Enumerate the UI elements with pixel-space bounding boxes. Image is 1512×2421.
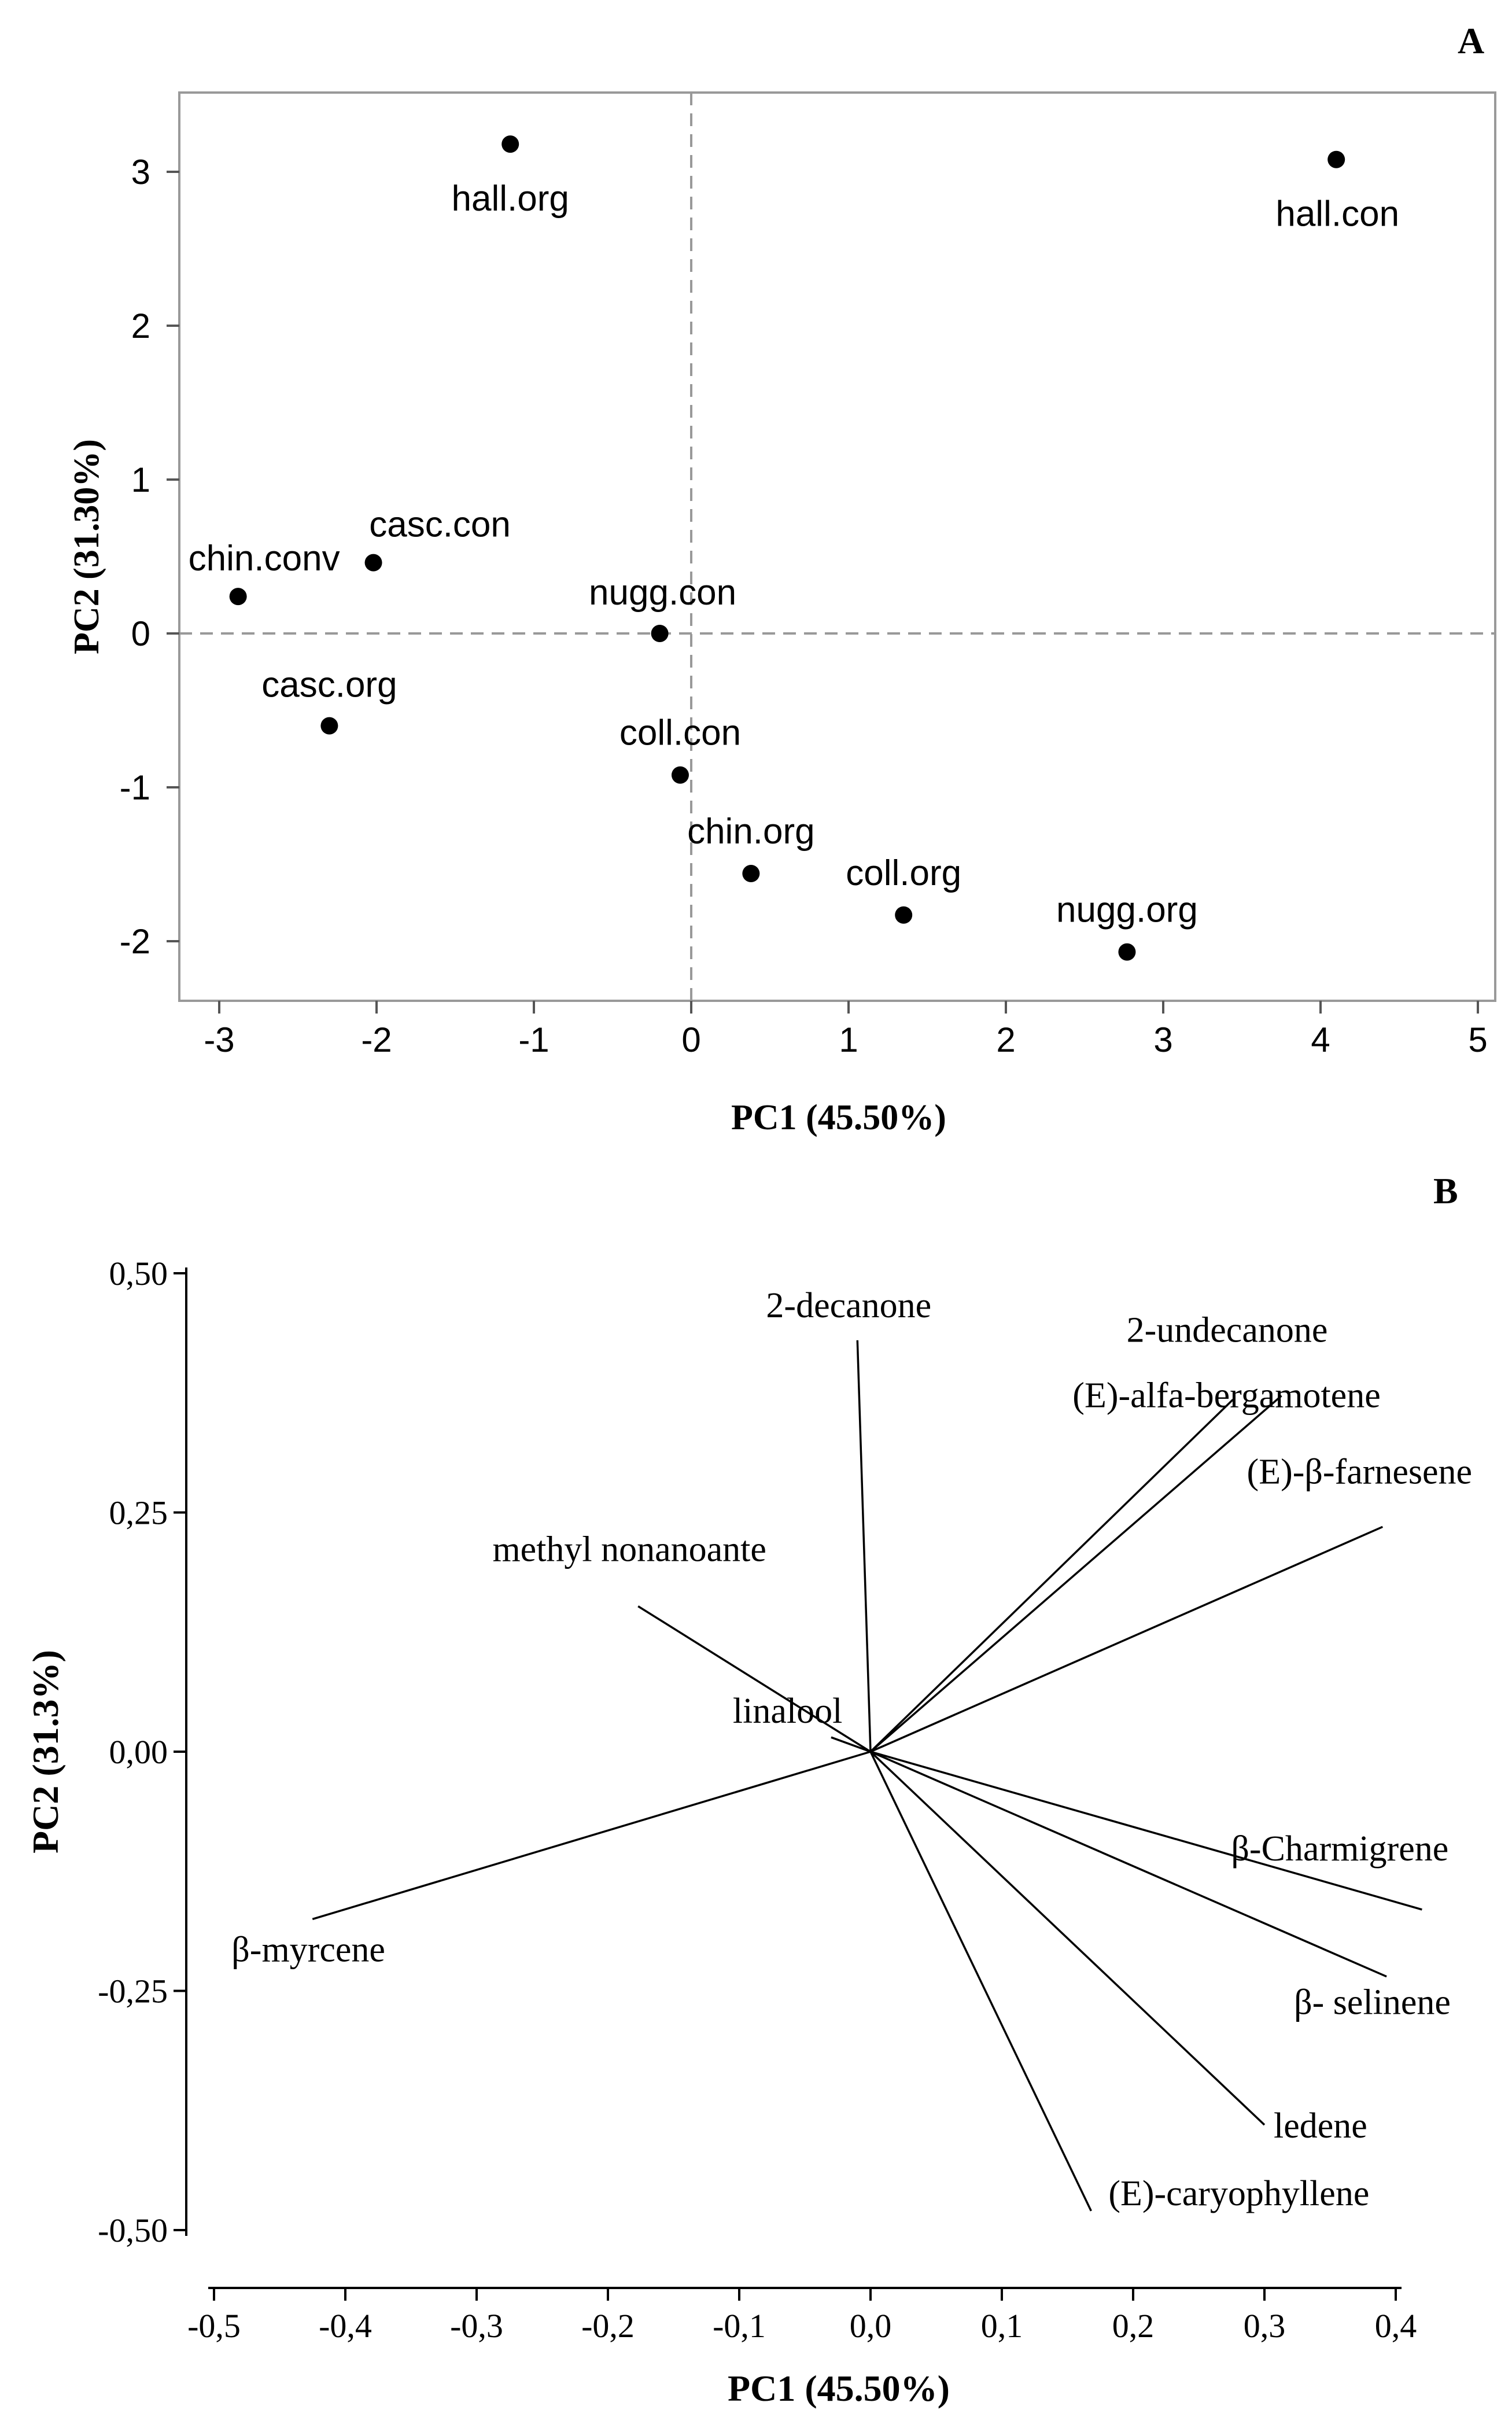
panel-a-point-label: coll.con [619, 713, 741, 753]
panel-b-vector-label: β-myrcene [231, 1930, 385, 1969]
panel-a-point [895, 906, 913, 924]
panel-a-point-label: chin.conv [189, 539, 340, 578]
panel-b-x-tick-label: 0,2 [1112, 2307, 1155, 2345]
panel-b-vector-label: methyl nonanoante [492, 1530, 766, 1569]
panel-b-y-tick-label: 0,50 [109, 1255, 168, 1292]
panel-a-point-label: nugg.org [1056, 890, 1198, 930]
panel-a-point [320, 717, 338, 735]
panel-a-point-label: chin.org [687, 812, 815, 852]
panel-a-point [742, 864, 760, 882]
panel-b-letter: B [1433, 1170, 1458, 1211]
panel-a-x-tick-label: 2 [996, 1020, 1015, 1059]
panel-b-vector-label: β- selinene [1294, 1983, 1451, 2022]
panel-b-x-tick-label: -0,3 [450, 2307, 503, 2345]
panel-b-loading-vector [869, 1751, 1266, 2126]
panel-a-y-axis-title: PC2 (31.30%) [67, 439, 106, 654]
panel-a-y-tick-label: 3 [131, 153, 150, 191]
panel-a-point-label: hall.org [452, 179, 569, 219]
panel-b-x-tick-label: -0,1 [713, 2307, 766, 2345]
panel-a-x-tick-label: 0 [681, 1020, 700, 1059]
panel-b-vector-label: (E)-alfa-bergamotene [1072, 1376, 1380, 1416]
panel-a-plot-frame [178, 91, 1496, 1002]
panel-b-loading-vector [870, 1525, 1384, 1753]
panel-a-y-tick-label: 1 [131, 460, 150, 499]
panel-b-loading-vector [870, 1751, 1387, 1978]
panel-b-loading-vector [637, 1605, 871, 1753]
panel-b-vector-label: linalool [733, 1692, 842, 1731]
panel-b-x-tick-label: 0,3 [1244, 2307, 1286, 2345]
panel-a-x-axis-title: PC1 (45.50%) [731, 1098, 946, 1137]
panel-a-point [501, 135, 519, 153]
panel-b-vector-label: (E)-caryophyllene [1108, 2174, 1369, 2213]
panel-b-y-tick-label: 0,00 [109, 1733, 168, 1771]
panel-b-loading-chart: B -0,5 -0,4 -0,3 -0,2 -0,1 0,0 0,1 0,2 0,3 0,4 -0,5… [25, 1170, 1472, 2409]
panel-a-scatter-chart: A -3 -2 -1 0 1 2 3 4 5 -2 -1 0 1 2 3 PC1 (45.50%) PC2 (31… [67, 20, 1496, 1137]
panel-b-loading-vector [869, 1395, 1282, 1753]
panel-a-x-tick-label: -1 [518, 1020, 549, 1059]
panel-a-point [1118, 943, 1136, 961]
panel-b-vector-label: 2-decanone [766, 1286, 931, 1325]
panel-a-point [229, 588, 247, 606]
panel-a-y-tick-label: -1 [120, 768, 150, 807]
panel-a-point [1327, 150, 1345, 168]
panel-b-x-tick-label: -0,5 [187, 2307, 241, 2345]
panel-b-x-tick-label: 0,1 [981, 2307, 1023, 2345]
panel-b-y-tick-label: -0,25 [98, 1973, 168, 2010]
panel-a-point-label: nugg.con [589, 573, 736, 613]
panel-b-x-tick-label: -0,4 [319, 2307, 372, 2345]
panel-a-point [651, 625, 669, 642]
panel-b-y-tick-label: -0,50 [98, 2212, 168, 2249]
panel-b-vector-label: (E)-β-farnesene [1247, 1452, 1473, 1491]
panel-a-point-label: coll.org [846, 853, 961, 893]
panel-b-loading-vector [869, 1751, 1092, 2212]
panel-b-loading-vector [870, 1751, 1422, 1911]
panel-b-x-tick-label: 0,4 [1375, 2307, 1417, 2345]
panel-b-vector-label: 2-undecanone [1127, 1310, 1328, 1350]
panel-a-point-label: hall.con [1275, 194, 1399, 234]
panel-b-y-tick-label: 0,25 [109, 1494, 168, 1532]
panel-a-point [364, 554, 382, 572]
panel-a-y-tick-label: -2 [120, 922, 150, 961]
panel-a-point-label: casc.con [369, 505, 511, 545]
panel-b-loading-vector [312, 1751, 871, 1921]
panel-a-x-tick-label: -3 [204, 1020, 234, 1059]
panel-b-vector-label: ledene [1274, 2106, 1367, 2146]
panel-a-x-tick-label: 3 [1153, 1020, 1172, 1059]
panel-b-x-tick-label: 0,0 [850, 2307, 892, 2345]
panel-a-x-tick-label: -2 [361, 1020, 392, 1059]
panel-a-y-tick-label: 2 [131, 307, 150, 345]
panel-b-x-tick-label: -0,2 [581, 2307, 635, 2345]
panel-b-loading-vector [856, 1340, 872, 1752]
panel-a-point [671, 766, 689, 784]
panel-a-y-tick-label: 0 [131, 614, 150, 653]
panel-b-y-axis-title: PC2 (31.3%) [25, 1650, 66, 1853]
panel-b-x-axis-title: PC1 (45.50%) [728, 2368, 950, 2409]
panel-a-x-tick-label: 4 [1311, 1020, 1330, 1059]
panel-a-x-tick-label: 5 [1468, 1020, 1487, 1059]
panel-b-loading-vector [831, 1736, 871, 1753]
panel-b-vector-label: β-Charmigrene [1231, 1829, 1448, 1869]
panel-b-loading-vector [869, 1399, 1234, 1753]
panel-a-x-tick-label: 1 [839, 1020, 858, 1059]
panel-a-letter: A [1458, 20, 1484, 61]
panel-a-point-label: casc.org [261, 665, 397, 705]
